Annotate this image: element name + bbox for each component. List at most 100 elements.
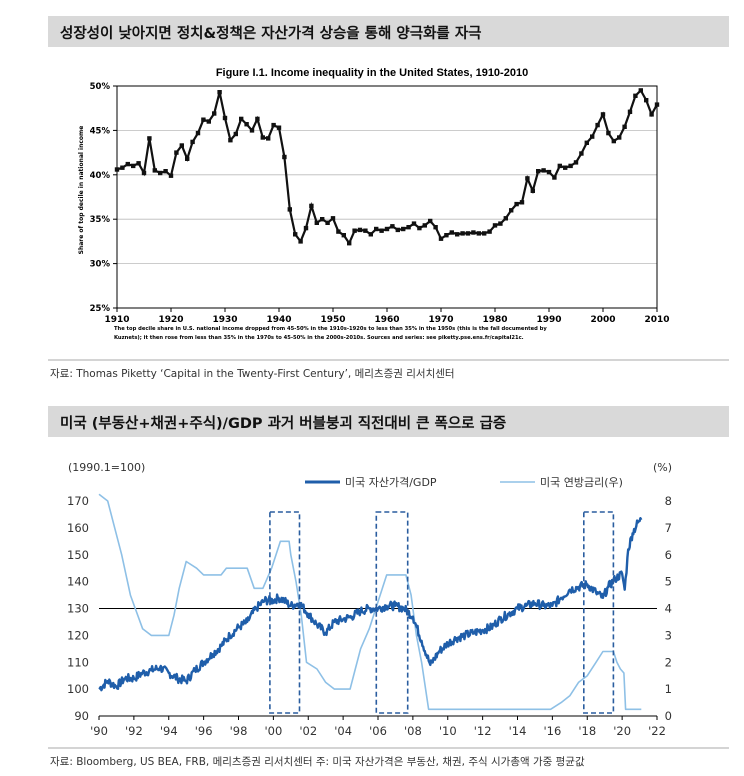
piketty-data-point (514, 201, 519, 207)
piketty-x-tick-label: 2010 (644, 315, 669, 325)
piketty-data-point (568, 163, 573, 169)
piketty-data-point (341, 233, 346, 238)
asset-gdp-chart: (1990.1=100) (%) 미국 자산가격/GDP 미국 연방금리(우) … (67, 461, 672, 738)
right-y-tick-label: 7 (665, 521, 672, 535)
right-y-tick-label: 8 (665, 494, 672, 508)
right-y-tick-label: 4 (665, 602, 672, 616)
x-tick-label: '92 (125, 724, 143, 738)
x-tick-label: '04 (334, 724, 352, 738)
piketty-data-point (428, 218, 433, 224)
x-tick-label: '20 (613, 724, 631, 738)
piketty-data-point (536, 169, 541, 174)
piketty-data-point (509, 208, 514, 213)
x-tick-label: '96 (195, 724, 213, 738)
piketty-data-point (357, 227, 363, 233)
left-y-tick-label: 130 (67, 602, 89, 616)
piketty-data-point (125, 161, 130, 167)
piketty-data-point (600, 112, 606, 117)
piketty-data-point (233, 131, 238, 137)
piketty-data-point (174, 150, 179, 155)
piketty-y-tick-label: 45% (90, 126, 111, 136)
piketty-data-point (228, 138, 233, 143)
piketty-data-point (438, 236, 444, 241)
piketty-data-point (379, 228, 384, 233)
piketty-y-tick-label: 50% (90, 82, 111, 92)
bubble-period-box (582, 511, 615, 714)
piketty-x-tick-label: 1910 (104, 315, 129, 325)
piketty-data-point (611, 138, 616, 144)
piketty-data-point (141, 170, 147, 176)
piketty-series (114, 88, 660, 246)
bubble-period-box (269, 511, 301, 714)
piketty-data-point (374, 226, 379, 232)
x-tick-label: '02 (299, 724, 317, 738)
x-tick-label: '14 (509, 724, 527, 738)
piketty-chart: Figure I.1. Income inequality in the Uni… (78, 67, 670, 341)
piketty-data-point (201, 117, 206, 122)
right-y-tick-label: 2 (665, 655, 672, 669)
piketty-data-point (244, 122, 249, 127)
piketty-data-point (239, 116, 244, 122)
piketty-data-point (390, 224, 395, 229)
piketty-data-point (498, 221, 503, 226)
piketty-x-ticks: 1910 1920 1930 1940 1950 1960 1970 1980 1990 2000… (104, 308, 670, 325)
piketty-data-point (406, 225, 411, 230)
piketty-data-point (557, 163, 562, 169)
right-y-tick-label: 1 (665, 682, 672, 696)
piketty-data-point (444, 233, 449, 238)
piketty-data-point (644, 98, 649, 103)
piketty-data-point (249, 128, 255, 133)
piketty-data-point (260, 135, 265, 140)
piketty-data-point (179, 143, 184, 148)
section2-heading-bar (48, 406, 729, 437)
piketty-data-point (266, 136, 271, 141)
piketty-caption-line-1: The top decile share in U.S. national in… (114, 326, 547, 332)
left-axis-unit: (1990.1=100) (68, 461, 145, 474)
left-y-tick-label: 150 (67, 548, 89, 562)
piketty-y-tick-label: 40% (90, 171, 111, 181)
piketty-x-tick-label: 1990 (536, 315, 561, 325)
piketty-data-point (460, 231, 465, 236)
left-y-tick-label: 120 (67, 628, 89, 642)
piketty-data-point (654, 102, 660, 107)
piketty-data-point (541, 168, 546, 173)
piketty-data-point (395, 227, 400, 233)
piketty-data-point (114, 167, 120, 172)
piketty-data-point (314, 220, 319, 225)
piketty-y-axis-label: Share of top decile in national income (78, 126, 85, 255)
piketty-series-line (116, 88, 658, 246)
piketty-data-point (276, 125, 282, 130)
piketty-chart-title: Figure I.1. Income inequality in the Uni… (216, 67, 528, 79)
piketty-data-point (271, 122, 276, 128)
piketty-data-point (293, 232, 298, 237)
right-axis-unit: (%) (653, 461, 672, 474)
section1-heading: 성장성이 낮아지면 정치&정책은 자산가격 상승을 통해 양극화를 자극 (60, 24, 482, 42)
piketty-x-tick-label: 1970 (428, 315, 453, 325)
piketty-data-point (195, 130, 201, 136)
bubble-period-box (375, 511, 409, 714)
left-y-tick-label: 170 (67, 494, 89, 508)
piketty-data-point (487, 229, 492, 234)
right-y-tick-label: 5 (665, 575, 672, 589)
piketty-data-point (325, 220, 330, 225)
piketty-plot-frame (116, 85, 658, 309)
piketty-data-point (525, 176, 530, 181)
legend: 미국 자산가격/GDP 미국 연방금리(우) (305, 476, 623, 489)
piketty-data-point (190, 139, 195, 145)
left-y-ticks: 90 100 110 120 130 140 150 160 170 (67, 494, 89, 723)
piketty-data-point (492, 223, 498, 228)
piketty-x-tick-label: 1960 (374, 315, 399, 325)
piketty-data-point (476, 231, 481, 236)
piketty-data-point (309, 203, 314, 209)
right-y-tick-label: 0 (665, 709, 672, 723)
piketty-data-point (384, 226, 390, 232)
piketty-data-point (519, 200, 525, 205)
piketty-data-point (158, 170, 163, 176)
x-tick-label: '94 (160, 724, 178, 738)
piketty-data-point (471, 230, 476, 235)
section1-source: 자료: Thomas Piketty ‘Capital in the Twent… (50, 368, 455, 380)
piketty-data-point (206, 119, 211, 124)
piketty-data-point (136, 161, 141, 166)
piketty-data-point (530, 188, 535, 193)
piketty-data-point (417, 225, 422, 231)
